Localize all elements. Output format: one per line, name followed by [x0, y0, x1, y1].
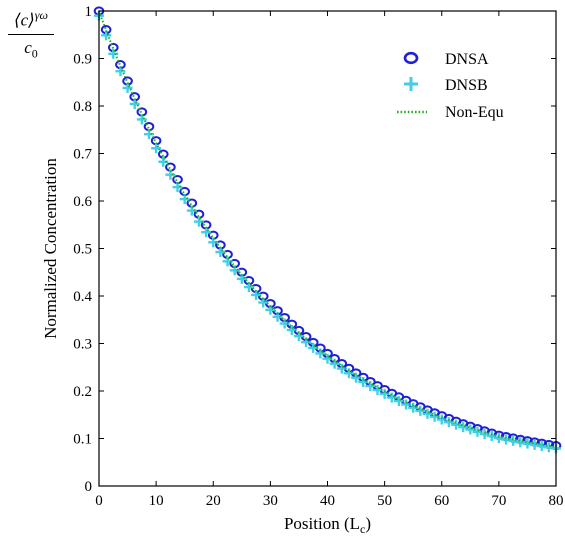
y-tick-label: 0.2 — [73, 384, 92, 400]
dnsb-point — [472, 426, 483, 437]
y-tick-label: 0.8 — [73, 99, 92, 115]
y-tick-label: 0.3 — [73, 337, 92, 353]
y-axis-title: Normalized Concentration — [41, 158, 60, 339]
dnsb-point — [136, 114, 147, 125]
dnsb-point — [129, 98, 140, 109]
y-formula-label: ⟨c⟩γω c0 — [4, 4, 58, 64]
dnsa-point — [143, 121, 155, 132]
dnsb-point — [522, 438, 533, 449]
dnsb-point — [508, 435, 519, 446]
dnsb-point — [251, 289, 262, 300]
dnsb-point — [108, 48, 119, 59]
dnsb-point — [293, 331, 304, 342]
y-tick-label: 1 — [85, 4, 93, 20]
y-tick-label: 0.9 — [73, 52, 92, 68]
x-tick-label: 0 — [95, 493, 103, 509]
y-tick-label: 0.4 — [73, 289, 92, 305]
dnsb-point — [393, 396, 404, 407]
dnsb-point — [151, 143, 162, 154]
x-tick-label: 40 — [320, 493, 335, 509]
formula-numerator: ⟨c⟩γω — [13, 8, 48, 30]
legend-dnsb-label: DNSB — [445, 77, 488, 94]
legend-dnsb-marker — [404, 77, 418, 91]
series-layer — [93, 6, 562, 454]
dnsb-point — [122, 82, 133, 93]
dnsb-point — [501, 434, 512, 445]
x-tick-label: 10 — [149, 493, 164, 509]
plot-frame — [98, 10, 557, 487]
y-tick-label: 0.7 — [73, 147, 92, 163]
x-tick-label: 50 — [377, 493, 392, 509]
legend-nonequ-label: Non-Equ — [445, 104, 504, 121]
x-axis-title: Position (Lc) — [284, 514, 371, 536]
dnsb-point — [515, 437, 526, 448]
x-tick-label: 60 — [434, 493, 449, 509]
dnsb-point — [451, 419, 462, 430]
legend-dnsa-label: DNSA — [445, 51, 489, 68]
dnsa-point — [157, 149, 169, 159]
dnsb-point — [422, 408, 433, 419]
legend-dnsa-marker — [403, 51, 419, 65]
dnsb-point — [458, 422, 469, 433]
y-tick-label: 0.1 — [73, 432, 92, 448]
dnsb-point — [215, 247, 226, 258]
x-tick-label: 80 — [549, 493, 564, 509]
y-tick-label: 0.6 — [73, 194, 92, 210]
dnsb-point — [415, 405, 426, 416]
formula-denominator: c0 — [24, 37, 38, 61]
dnsb-point — [536, 441, 547, 452]
y-tick-label: 0 — [85, 479, 93, 495]
dnsb-point — [201, 227, 212, 238]
x-tick-label: 70 — [491, 493, 506, 509]
legend: DNSA DNSB Non-Equ — [395, 36, 504, 124]
y-tick-label: 0.5 — [73, 242, 92, 258]
dnsb-point — [465, 424, 476, 435]
x-axis-ticks: 0 10 20 30 40 50 60 70 80 — [95, 11, 564, 509]
dnsb-point — [351, 372, 362, 383]
x-tick-label: 30 — [263, 493, 278, 509]
x-tick-label: 20 — [206, 493, 221, 509]
dnsb-point — [529, 439, 540, 450]
fraction-bar — [8, 33, 54, 35]
